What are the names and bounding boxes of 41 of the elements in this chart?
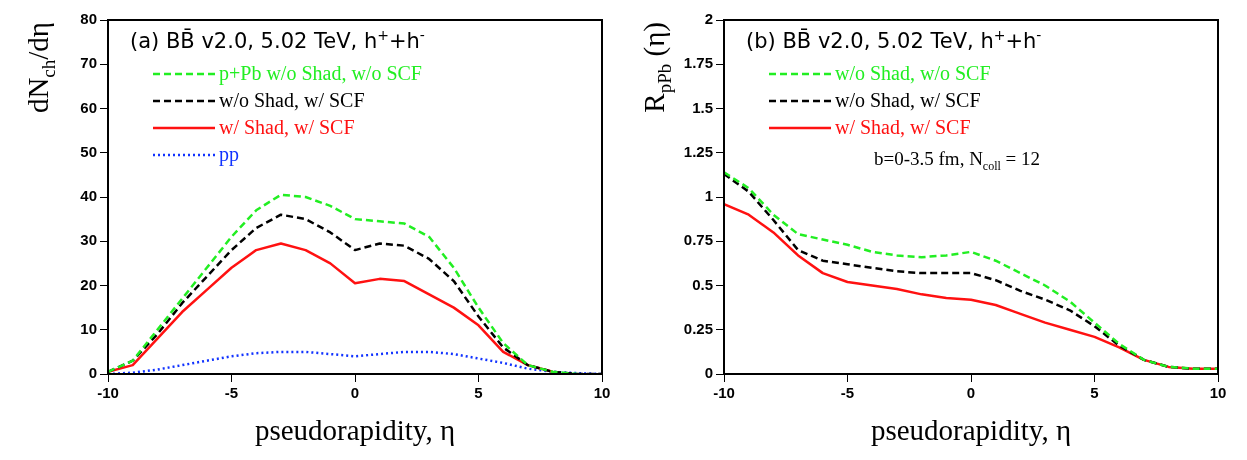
y-tick-label: 80: [80, 10, 97, 28]
x-tick-label: 5: [474, 384, 483, 402]
y-axis-title: dNch/dη: [22, 21, 60, 114]
y-tick-label: 0.25: [683, 319, 713, 337]
x-tick-label: 10: [593, 384, 611, 402]
y-tick-label: 40: [80, 187, 97, 205]
y-tick-label: 0: [704, 364, 713, 382]
y-tick-label: 0.5: [692, 275, 713, 293]
legend-label: w/ Shad, w/ SCF: [835, 116, 971, 138]
y-tick-label: 0.75: [683, 231, 713, 249]
legend-label: w/o Shad, w/ SCF: [219, 89, 365, 111]
x-axis-title: pseudorapidity, η: [254, 414, 456, 446]
chart-title: (a) BB̄ v2.0, 5.02 TeV, h++h-: [130, 26, 425, 53]
y-tick-label: 1.5: [692, 98, 713, 116]
legend-label: w/o Shad, w/o SCF: [835, 62, 991, 84]
y-tick-label: 70: [80, 54, 97, 72]
legend-label: w/ Shad, w/ SCF: [219, 116, 355, 138]
y-tick-label: 10: [80, 319, 97, 337]
y-tick-label: 1.75: [683, 54, 713, 72]
legend-label: w/o Shad, w/ SCF: [835, 89, 981, 111]
y-tick-label: 60: [80, 98, 97, 116]
y-axis-title: RpPb (η): [638, 22, 676, 113]
x-tick-label: 0: [350, 384, 360, 402]
y-tick-label: 1: [704, 187, 713, 205]
legend-label: p+Pb w/o Shad, w/o SCF: [219, 62, 422, 85]
x-tick-label: -5: [840, 384, 855, 402]
legend-label: pp: [219, 143, 239, 166]
x-tick-label: -5: [224, 384, 239, 402]
x-axis-title: pseudorapidity, η: [870, 414, 1072, 446]
x-tick-label: 5: [1090, 384, 1099, 402]
y-tick-label: 0: [88, 364, 97, 382]
y-tick-label: 50: [80, 142, 97, 160]
chart-title: (b) BB̄ v2.0, 5.02 TeV, h++h-: [746, 26, 1042, 53]
x-tick-label: 0: [966, 384, 976, 402]
x-tick-label: -10: [97, 384, 119, 402]
x-tick-label: -10: [713, 384, 735, 402]
x-tick-label: 10: [1209, 384, 1227, 402]
y-tick-label: 20: [80, 275, 97, 293]
y-tick-label: 2: [704, 10, 713, 28]
y-tick-label: 30: [80, 231, 97, 249]
y-tick-label: 1.25: [683, 142, 713, 160]
